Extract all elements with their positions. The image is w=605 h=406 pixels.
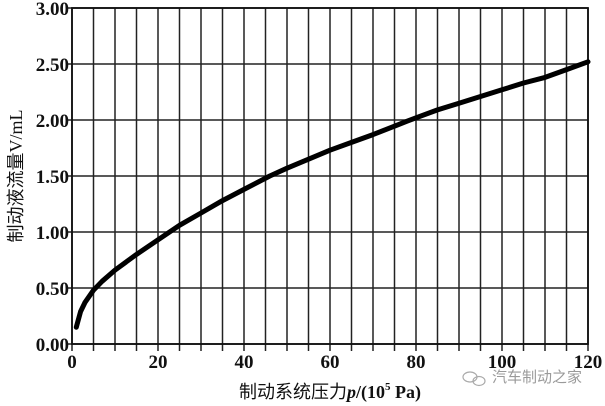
x-tick-label: 100: [488, 352, 517, 373]
x-tick-label: 40: [235, 352, 254, 373]
x-axis-label: 制动系统压力p/(105 Pa): [239, 381, 421, 403]
y-tick-label: 3.00: [36, 0, 69, 20]
x-tick-label: 20: [149, 352, 168, 373]
y-tick-label: 0.50: [36, 279, 69, 300]
y-tick-label: 0.00: [36, 335, 69, 356]
x-tick-label: 0: [67, 352, 77, 373]
x-tick-label: 120: [574, 352, 603, 373]
x-tick-label: 60: [321, 352, 340, 373]
watermark: 汽车制动之家: [462, 368, 582, 387]
watermark-text: 汽车制动之家: [492, 368, 582, 386]
ticks: 0 20 40 60 80 100 120 0.00 0.50 1.00 1.50 2.00 2.50 3…: [36, 0, 603, 373]
y-tick-label: 2.00: [36, 111, 69, 132]
x-tick-label: 80: [407, 352, 426, 373]
grid: [67, 7, 589, 351]
y-tick-label: 1.00: [36, 223, 69, 244]
y-axis-label: 制动液流量V/mL: [6, 110, 26, 243]
y-tick-label: 2.50: [36, 55, 69, 76]
series-line: [73, 59, 591, 330]
y-tick-label: 1.50: [36, 167, 69, 188]
wechat-icon: [462, 371, 486, 387]
plot-frame: [71, 7, 589, 345]
